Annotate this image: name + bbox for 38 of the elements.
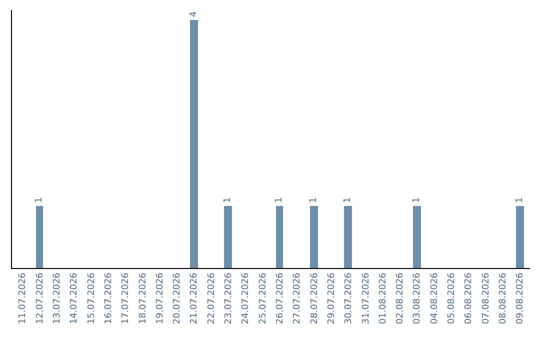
x-tick-label: 22.07.2026	[206, 272, 217, 324]
x-tick-label: 30.07.2026	[344, 272, 354, 324]
x-tick-label: 05.08.2026	[447, 272, 458, 324]
x-tick-label: 28.07.2026	[310, 272, 320, 324]
x-tick-label: 19.07.2026	[155, 272, 166, 324]
x-tick-label: 26.07.2026	[276, 272, 286, 324]
data-label: 1	[515, 197, 525, 203]
x-tick-label: 31.07.2026	[361, 272, 372, 324]
data-label: 1	[34, 197, 44, 203]
x-tick-label: 04.08.2026	[430, 272, 440, 324]
x-tick-label: 24.07.2026	[241, 272, 252, 324]
data-label: 1	[309, 197, 319, 203]
x-tick-label: 01.08.2026	[378, 272, 388, 324]
x-tick-label: 14.07.2026	[70, 272, 80, 324]
x-tick-label: 13.07.2026	[52, 272, 63, 324]
x-tick-label: 29.07.2026	[326, 272, 337, 324]
x-tick-label: 12.07.2026	[35, 272, 46, 324]
x-tick-label: 25.07.2026	[258, 272, 268, 324]
data-label: 1	[223, 197, 233, 203]
x-tick-label: 21.07.2026	[190, 272, 200, 324]
x-tick-label: 16.07.2026	[104, 272, 114, 324]
x-tick-label: 09.08.2026	[516, 272, 526, 324]
x-tick-label: 18.07.2026	[138, 272, 148, 324]
x-tick-label: 02.08.2026	[396, 272, 406, 324]
data-label: 1	[343, 197, 353, 203]
x-tick-label: 23.07.2026	[224, 272, 234, 324]
data-label: 1	[274, 197, 284, 203]
x-tick-label: 03.08.2026	[412, 272, 423, 324]
x-tick-label: 27.07.2026	[292, 272, 303, 324]
x-tick-label: 08.08.2026	[498, 272, 508, 324]
x-tick-label: 07.08.2026	[481, 272, 492, 324]
x-tick-label: 17.07.2026	[121, 272, 132, 324]
x-tick-label: 20.07.2026	[172, 272, 183, 324]
data-label: 1	[412, 197, 422, 203]
x-tick-label: 15.07.2026	[86, 272, 97, 324]
x-tick-label: 11.07.2026	[18, 272, 28, 324]
x-tick-label: 06.08.2026	[464, 272, 474, 324]
data-label: 4	[189, 11, 199, 17]
